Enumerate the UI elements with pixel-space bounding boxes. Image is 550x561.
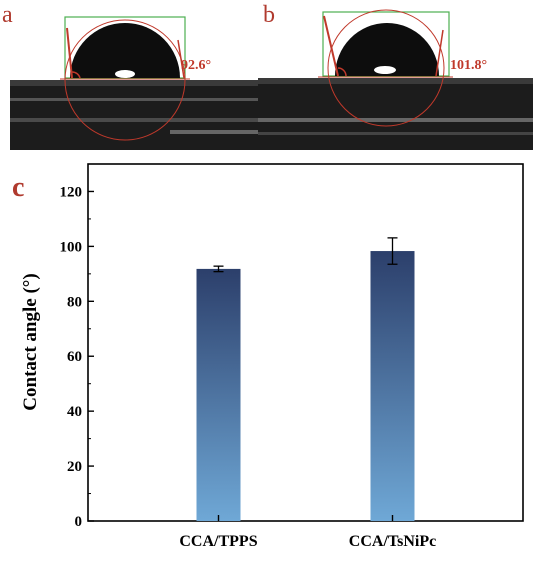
x-tick-label: CCA/TsNiPc [349, 533, 436, 550]
y-tick-label: 100 [60, 239, 83, 255]
panel-letter-b: b [263, 2, 275, 28]
contact-angle-label-a: 92.6° [181, 58, 212, 73]
y-tick-label: 80 [67, 294, 82, 310]
bar-cca-tpps [196, 268, 241, 521]
y-tick-label: 20 [67, 459, 82, 475]
y-tick-label: 60 [67, 349, 82, 365]
plot-frame [87, 163, 524, 522]
y-axis-label: Contact angle (°) [20, 273, 41, 410]
contact-angle-label-b: 101.8° [450, 58, 488, 73]
y-axis: 0 20 40 60 80 100 120 [60, 184, 94, 530]
y-tick-label: 120 [60, 184, 83, 200]
droplet-photo-b [258, 0, 533, 150]
y-tick-label: 0 [75, 514, 83, 530]
bars [196, 237, 415, 521]
contact-angle-bar-chart: c 0 20 40 60 80 100 120 CCA/TPPS CCA/TsNiPc Con… [12, 163, 524, 550]
droplet-photo-a [10, 0, 258, 150]
panel-letter-c: c [12, 172, 24, 203]
x-tick-label: CCA/TPPS [179, 533, 257, 550]
bar-cca-tsnipc [370, 251, 415, 521]
panel-letter-a: a [2, 2, 13, 28]
y-tick-label: 40 [67, 404, 82, 420]
x-axis: CCA/TPPS CCA/TsNiPc [179, 515, 436, 550]
